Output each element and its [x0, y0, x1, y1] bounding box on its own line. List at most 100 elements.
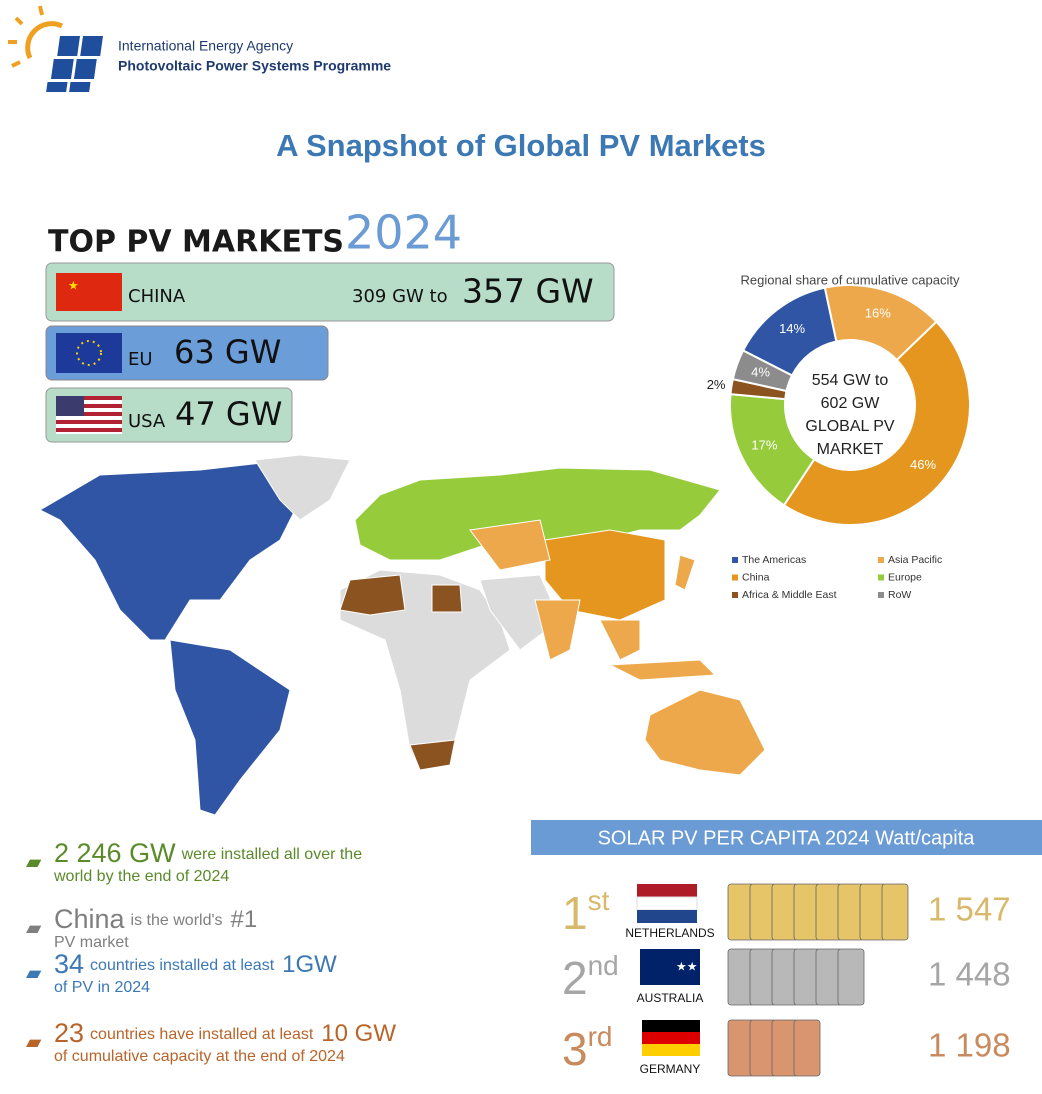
- stat-line: China is the world's #1: [54, 904, 257, 934]
- rank-suffix: st: [588, 885, 610, 916]
- flag-stripe: [637, 884, 697, 897]
- flag-stripe: [642, 1032, 700, 1044]
- stat-line: 34 countries installed at least 1GW: [54, 949, 337, 979]
- country-name: NETHERLANDS: [625, 926, 714, 940]
- rank-suffix: nd: [588, 950, 619, 981]
- per-capita-value: 1 198: [928, 1027, 1011, 1064]
- flag-china: [56, 273, 122, 311]
- rank-suffix: rd: [588, 1021, 613, 1052]
- flag-australia: [640, 949, 700, 985]
- pv-panel: [837, 948, 865, 1006]
- stat-icon: ▰: [26, 916, 42, 940]
- flag-eu: [56, 333, 122, 373]
- per-capita-header: [531, 820, 1042, 855]
- rank-number: 3: [562, 1023, 588, 1075]
- slice-label: 14%: [779, 321, 805, 336]
- legend-label: RoW: [888, 589, 911, 601]
- top-markets-year: 2024: [345, 206, 462, 260]
- stat-text: is the world's: [131, 912, 223, 929]
- market-country: CHINA: [128, 286, 186, 307]
- market-country: EU: [128, 349, 153, 370]
- top-markets-heading: TOP PV MARKETS: [48, 225, 344, 260]
- stat-big: 10 GW: [321, 1020, 396, 1047]
- page-title: A Snapshot of Global PV Markets: [276, 128, 766, 163]
- stat-text: countries have installed at least: [90, 1026, 314, 1043]
- country-name: GERMANY: [640, 1062, 701, 1076]
- stat-line: 23 countries have installed at least 10 GW: [54, 1018, 396, 1048]
- flag-star: ★: [68, 279, 79, 293]
- market-value: 63 GW: [174, 333, 281, 371]
- stat-icon: ▰: [26, 850, 42, 874]
- market-range: 309 GW to: [352, 286, 448, 307]
- stat-icon: ▰: [26, 1030, 42, 1054]
- ranking: 1st NETHERLANDS 1 547 2nd ★★ AUSTRALIA 1 448 3r…: [562, 883, 1011, 1077]
- market-country: USA: [128, 411, 166, 432]
- rank-number: 1: [562, 887, 588, 939]
- rank: 2nd: [562, 950, 619, 1004]
- donut-slice: [731, 349, 794, 393]
- slice-label: 4%: [751, 364, 770, 379]
- rank: 3rd: [562, 1021, 613, 1075]
- programme-name: Photovoltaic Power Systems Programme: [118, 58, 391, 74]
- center-label: 602 GW: [821, 395, 881, 412]
- stat-big: China: [54, 904, 126, 934]
- slice-label: 2%: [707, 377, 726, 392]
- slice-label: 46%: [910, 457, 936, 472]
- center-label: MARKET: [817, 441, 884, 458]
- stat-line: 2 246 GW were installed all over the: [54, 838, 362, 868]
- market-value: 47 GW: [175, 395, 282, 433]
- stat-big: 34: [54, 949, 84, 979]
- flag-stars: [76, 340, 102, 366]
- stat-text: of cumulative capacity at the end of 202…: [54, 1048, 345, 1065]
- rank: 1st: [562, 885, 610, 939]
- per-capita-value: 1 448: [928, 956, 1011, 993]
- stat-big: 23: [54, 1018, 84, 1048]
- per-capita-value: 1 547: [928, 891, 1011, 928]
- flag-stripe: [637, 910, 697, 923]
- stat-text: world by the end of 2024: [53, 868, 229, 885]
- stat-text: PV market: [54, 934, 129, 951]
- flag-stripe: [642, 1044, 700, 1056]
- pv-panel: [793, 1019, 821, 1077]
- legend-swatch: [732, 592, 738, 598]
- flag-stripe: [636, 896, 698, 911]
- legend-swatch: [732, 557, 738, 563]
- legend-label: Europe: [888, 571, 922, 583]
- donut-chart: 14% 16% 46% 17% 2% 4% 554 GW to 602 GW GLOBAL PV…: [707, 284, 971, 601]
- legend-swatch: [878, 592, 884, 598]
- slice-label: 16%: [865, 306, 891, 321]
- legend-swatch: [878, 574, 884, 581]
- flag-usa: [56, 396, 122, 434]
- market-value: 357 GW: [462, 272, 594, 311]
- logo: [8, 5, 103, 92]
- legend-label: Asia Pacific: [888, 554, 942, 566]
- stats: ▰ 2 246 GW were installed all over the worl…: [26, 838, 396, 1065]
- stat-big: 2 246 GW: [54, 838, 176, 868]
- stat-big: 1GW: [282, 951, 337, 978]
- rank-number: 2: [562, 952, 588, 1004]
- pv-panel: [881, 883, 909, 941]
- chart-title: Regional share of cumulative capacity: [741, 272, 960, 287]
- flag-stripe: [642, 1020, 700, 1032]
- stat-text: of PV in 2024: [54, 979, 150, 996]
- legend-swatch: [878, 557, 884, 563]
- slice-label: 17%: [751, 438, 777, 453]
- world-map: [38, 454, 766, 816]
- org-name: International Energy Agency: [118, 38, 293, 54]
- stat-text: countries installed at least: [90, 957, 275, 974]
- legend-label: Africa & Middle East: [742, 589, 837, 601]
- legend-label: China: [742, 571, 770, 583]
- per-capita-heading: SOLAR PV PER CAPITA 2024 Watt/capita: [598, 827, 976, 849]
- stat-icon: ▰: [26, 961, 42, 985]
- center-label: GLOBAL PV: [805, 418, 895, 435]
- legend-label: The Americas: [742, 554, 806, 566]
- center-label: 554 GW to: [812, 372, 889, 389]
- legend-swatch: [732, 574, 738, 581]
- country-name: AUSTRALIA: [637, 991, 704, 1005]
- donut-slice: [782, 320, 971, 526]
- stat-text: were installed all over the: [181, 846, 363, 863]
- flag-stars: ★★: [676, 960, 698, 974]
- stat-big: #1: [231, 906, 258, 933]
- market-box: [45, 262, 615, 322]
